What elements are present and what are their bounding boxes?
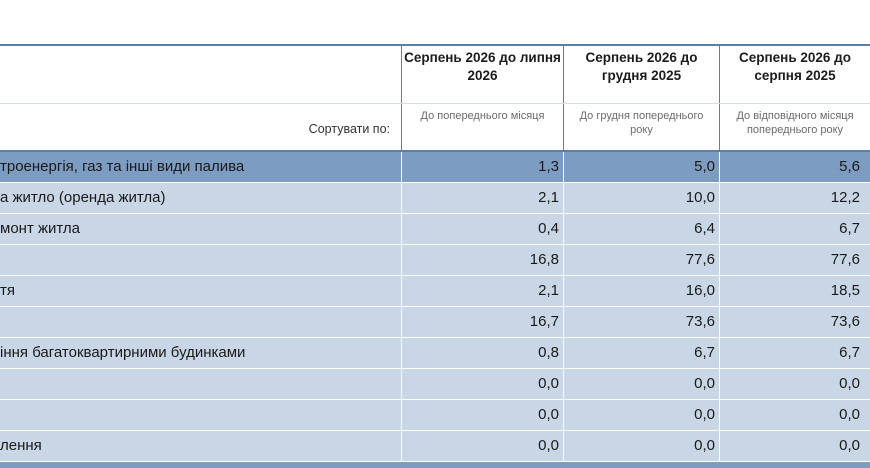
row-label: лення [0,437,42,454]
cell-value: 10,0 [685,189,715,206]
cell-value: 2,1 [538,189,559,206]
column-header-since-december[interactable]: Серпень 2026 до грудня 2025 [585,50,698,83]
cell-value: 0,0 [839,375,860,392]
cell-value: 0,0 [538,406,559,423]
table-header-row: Серпень 2026 до липня 2026 Серпень 2026 … [0,44,870,103]
cell-value: 0,0 [538,437,559,454]
column-header-year-over-year[interactable]: Серпень 2026 до серпня 2025 [739,50,851,83]
sort-by-previous-december[interactable]: До грудня попереднього року [579,110,704,136]
table-row[interactable]: монт житла 0,4 6,4 6,7 [0,214,870,245]
sort-by-same-month-last-year[interactable]: До відповідного місяця попереднього року [736,110,854,136]
cell-value: 12,2 [830,189,860,206]
table-row[interactable]: 0,0 0,0 0,0 [0,400,870,431]
cell-value: 5,0 [694,158,715,175]
cell-value: 73,6 [685,313,715,330]
cell-value: 77,6 [830,251,860,268]
table-body: троенергія, газ та інші види палива 1,3 … [0,150,870,468]
table-row[interactable]: лення 0,0 0,0 0,0 [0,431,870,462]
row-label: монт житла [0,220,81,237]
cell-value: 16,0 [685,282,715,299]
cell-value: 0,4 [538,220,559,237]
row-label: тя [0,282,15,299]
cell-value: 5,6 [839,158,860,175]
cell-value: 0,0 [694,406,715,423]
cell-value: 0,8 [538,344,559,361]
cell-value: 0,0 [538,375,559,392]
cell-value: 0,0 [694,437,715,454]
cell-value: 73,6 [830,313,860,330]
sort-label: Сортувати по: [308,122,390,136]
cell-value: 0,0 [839,437,860,454]
cell-value: 1,3 [538,158,559,175]
table-row[interactable]: 16,7 73,6 73,6 [0,307,870,338]
cell-value: 0,0 [694,375,715,392]
cell-value: 6,7 [839,344,860,361]
table-row[interactable]: 16,8 77,6 77,6 [0,245,870,276]
table-row[interactable]: тя 2,1 16,0 18,5 [0,276,870,307]
cell-value: 77,6 [685,251,715,268]
cell-value: 18,5 [830,282,860,299]
row-label: іння багатоквартирними будинками [0,344,246,361]
row-label: троенергія, газ та інші види палива [0,158,245,175]
table-row[interactable]: а житло (оренда житла) 2,1 10,0 12,2 [0,183,870,214]
sort-by-previous-month[interactable]: До попереднього місяця [420,110,545,122]
table-bottom-bar [0,462,870,468]
row-label: а житло (оренда житла) [0,189,166,206]
cell-value: 2,1 [538,282,559,299]
column-header-month-to-month[interactable]: Серпень 2026 до липня 2026 [404,50,561,83]
cell-value: 16,8 [529,251,559,268]
cell-value: 6,4 [694,220,715,237]
sort-row: Сортувати по: До попереднього місяця До … [0,103,870,150]
table-row[interactable]: троенергія, газ та інші види палива 1,3 … [0,152,870,183]
cpi-table: Серпень 2026 до липня 2026 Серпень 2026 … [0,44,870,468]
cell-value: 0,0 [839,406,860,423]
cell-value: 16,7 [529,313,559,330]
table-row[interactable]: іння багатоквартирними будинками 0,8 6,7… [0,338,870,369]
table-row[interactable]: 0,0 0,0 0,0 [0,369,870,400]
cell-value: 6,7 [694,344,715,361]
cell-value: 6,7 [839,220,860,237]
